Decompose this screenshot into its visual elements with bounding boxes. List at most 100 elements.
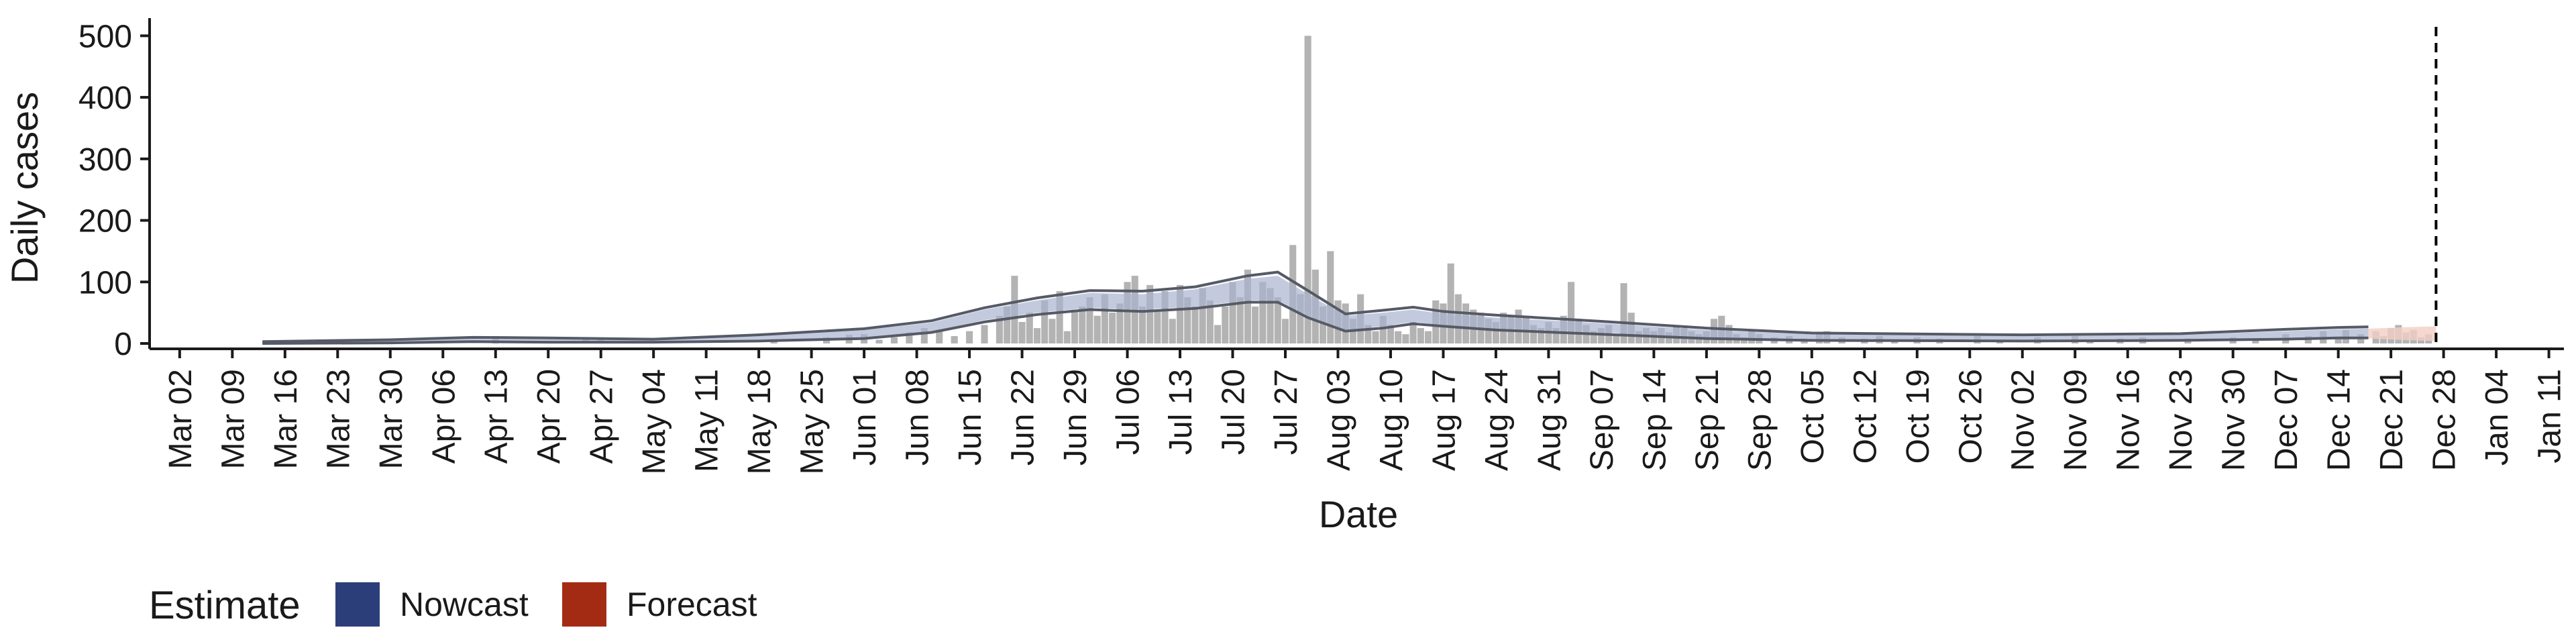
- daily-case-bar: [1131, 276, 1138, 343]
- daily-case-bar: [2334, 337, 2342, 343]
- daily-case-bar: [1184, 297, 1191, 343]
- daily-case-bar: [1259, 282, 1267, 343]
- daily-case-bar: [981, 325, 988, 343]
- daily-case-bar: [1222, 306, 1229, 343]
- x-tick-label: Mar 02: [163, 369, 199, 469]
- daily-case-bar: [1274, 297, 1281, 343]
- daily-case-bar: [1304, 36, 1311, 343]
- daily-case-bar: [1522, 315, 1529, 343]
- x-tick-label: Nov 02: [2006, 369, 2041, 471]
- daily-case-bar: [1252, 306, 1259, 343]
- x-tick-label: Jun 22: [1006, 369, 1041, 466]
- y-tick-label: 300: [78, 142, 132, 178]
- daily-case-bar: [1004, 306, 1011, 343]
- daily-case-bar: [1109, 313, 1116, 343]
- x-tick-label: Sep 21: [1690, 369, 1725, 471]
- daily-case-bar: [1597, 328, 1605, 343]
- y-tick-label: 200: [78, 204, 132, 239]
- x-tick-label: Apr 20: [531, 369, 567, 464]
- legend-key-nowcast: [335, 582, 380, 627]
- x-tick-label: Oct 19: [1900, 369, 1936, 464]
- daily-case-bar: [1395, 331, 1402, 343]
- x-tick-label: Jul 27: [1269, 369, 1304, 455]
- nowcast-band: [262, 276, 2369, 343]
- x-tick-label: Apr 06: [426, 369, 462, 464]
- daily-case-bar: [1447, 263, 1454, 343]
- daily-case-bar: [1409, 321, 1417, 343]
- daily-case-bar: [1320, 306, 1327, 343]
- y-tick-label: 500: [78, 19, 132, 54]
- daily-case-bar: [951, 335, 958, 343]
- x-axis-ticks: Mar 02 Mar 09 Mar 16 Mar 23 Mar 30 Apr 06 Apr …: [163, 349, 2568, 474]
- daily-case-bar: [1079, 306, 1086, 343]
- daily-case-bar: [1372, 331, 1379, 343]
- x-tick-label: Mar 30: [374, 369, 409, 469]
- daily-case-bar: [1071, 309, 1079, 343]
- x-tick-label: May 25: [795, 369, 830, 474]
- daily-case-bar: [1379, 315, 1387, 343]
- daily-case-bar: [1244, 269, 1251, 343]
- daily-case-bar: [1485, 319, 1492, 343]
- interval-line-upper: [262, 270, 2369, 343]
- daily-case-bar: [936, 329, 943, 343]
- daily-case-bar: [1529, 325, 1538, 343]
- daily-case-bar: [920, 328, 928, 343]
- daily-case-bar: [1154, 309, 1161, 343]
- daily-case-bar: [1093, 315, 1101, 343]
- x-tick-label: Mar 09: [215, 369, 251, 469]
- daily-case-bar: [1364, 325, 1372, 343]
- daily-case-bar: [1169, 319, 1176, 343]
- x-tick-label: Apr 27: [584, 369, 620, 464]
- x-tick-label: Nov 23: [2163, 369, 2199, 471]
- daily-case-bar: [1417, 328, 1424, 343]
- daily-case-bar: [1191, 306, 1199, 343]
- x-tick-label: Jun 01: [847, 369, 883, 466]
- x-tick-label: Mar 23: [321, 369, 356, 469]
- x-tick-label: Jun 29: [1058, 369, 1093, 466]
- legend: Estimate Nowcast Forecast: [149, 582, 757, 627]
- x-tick-label: Sep 14: [1637, 369, 1672, 471]
- daily-case-bar: [1538, 328, 1545, 343]
- x-tick-label: Jul 06: [1111, 369, 1146, 455]
- daily-case-bar: [906, 332, 913, 343]
- daily-case-bar: [1063, 331, 1071, 343]
- plot-area: [262, 27, 2438, 349]
- daily-case-bar: [1281, 319, 1289, 343]
- x-tick-label: Jan 11: [2532, 369, 2568, 464]
- daily-case-bar: [1176, 284, 1184, 343]
- x-tick-label: Dec 07: [2269, 369, 2304, 471]
- y-tick-label: 400: [78, 80, 132, 116]
- daily-case-bar: [1146, 284, 1154, 343]
- y-axis-ticks: 0 100 200 300 400 500: [78, 19, 150, 362]
- uncertainty-band-layer: [262, 276, 2436, 343]
- x-tick-label: Jun 08: [900, 369, 936, 466]
- daily-case-bar: [1199, 288, 1206, 343]
- interval-line-lower: [262, 301, 2369, 345]
- daily-case-bar: [1590, 331, 1597, 343]
- daily-case-bar: [1026, 313, 1033, 343]
- daily-case-bar: [1033, 328, 1041, 343]
- daily-case-bar: [1041, 300, 1049, 343]
- daily-case-bar: [1327, 251, 1334, 343]
- band-lines-layer: [262, 270, 2369, 345]
- legend-key-forecast: [562, 582, 606, 627]
- x-tick-label: Dec 21: [2374, 369, 2410, 471]
- x-tick-label: Jan 04: [2479, 369, 2515, 466]
- x-tick-label: Oct 26: [1953, 369, 1988, 464]
- daily-case-bar: [1161, 291, 1169, 343]
- x-tick-label: Oct 12: [1847, 369, 1883, 464]
- daily-case-bar: [1567, 282, 1575, 343]
- legend-label-forecast: Forecast: [627, 586, 757, 623]
- daily-case-bar: [1387, 325, 1394, 343]
- daily-case-bar: [1206, 300, 1214, 343]
- x-tick-label: Dec 14: [2322, 369, 2357, 471]
- daily-case-bar: [2252, 338, 2259, 343]
- x-axis-title: Date: [1319, 493, 1398, 535]
- daily-case-bar: [2379, 335, 2387, 343]
- x-tick-label: May 11: [690, 369, 725, 472]
- daily-case-bar: [1229, 282, 1236, 343]
- x-tick-label: May 18: [742, 369, 777, 474]
- x-tick-label: Dec 28: [2427, 369, 2463, 471]
- x-tick-label: Oct 05: [1795, 369, 1831, 464]
- daily-case-bar: [1267, 288, 1274, 343]
